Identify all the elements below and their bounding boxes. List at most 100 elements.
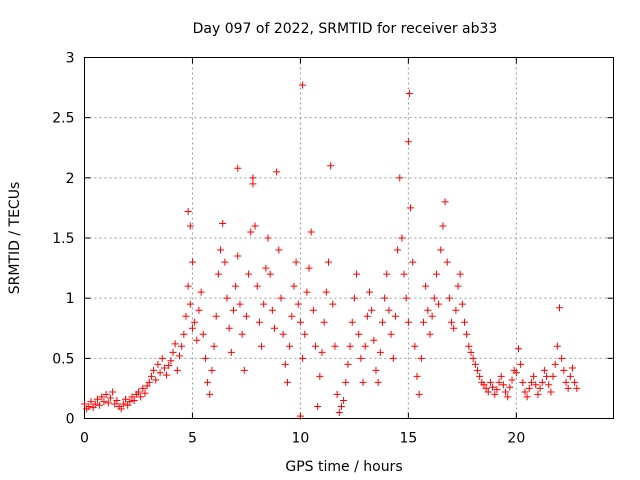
data-point <box>525 384 533 392</box>
data-point <box>134 388 142 396</box>
data-point <box>208 366 216 374</box>
data-point <box>359 378 367 386</box>
data-point <box>329 300 337 308</box>
data-point <box>482 384 490 392</box>
data-point <box>342 378 350 386</box>
data-point <box>221 258 229 266</box>
data-point <box>337 402 345 410</box>
data-point <box>486 378 494 386</box>
data-point <box>454 282 462 290</box>
data-point <box>331 342 339 350</box>
data-point <box>156 369 164 377</box>
data-point <box>445 294 453 302</box>
y-tick-label: 1 <box>66 291 75 307</box>
data-point <box>165 362 173 370</box>
x-tick-label: 20 <box>507 431 525 447</box>
data-point <box>499 381 507 389</box>
data-point <box>340 396 348 404</box>
data-point <box>247 228 255 236</box>
x-tick-label: 0 <box>80 431 89 447</box>
data-point <box>396 174 404 182</box>
data-point <box>394 246 402 254</box>
data-point <box>188 324 196 332</box>
data-point <box>314 402 322 410</box>
data-point <box>327 162 335 170</box>
data-point <box>441 198 449 206</box>
data-point <box>240 366 248 374</box>
data-point <box>322 288 330 296</box>
data-point <box>530 372 538 380</box>
data-point <box>227 348 235 356</box>
data-point <box>169 348 177 356</box>
data-point <box>294 300 302 308</box>
data-point <box>370 336 378 344</box>
data-point <box>519 378 527 386</box>
data-point <box>214 270 222 278</box>
data-point <box>299 81 307 89</box>
data-point <box>184 208 192 216</box>
x-tick-label: 5 <box>188 431 197 447</box>
data-point <box>404 318 412 326</box>
data-point <box>137 393 145 401</box>
data-point <box>223 294 231 302</box>
data-point <box>186 222 194 230</box>
data-point <box>372 366 380 374</box>
data-point <box>363 312 371 320</box>
data-point <box>91 400 99 408</box>
data-point <box>186 300 194 308</box>
data-point <box>361 342 369 350</box>
data-point <box>391 312 399 320</box>
data-point <box>303 288 311 296</box>
data-point <box>417 354 425 362</box>
data-point <box>232 282 240 290</box>
data-point <box>171 340 179 348</box>
data-point <box>366 288 374 296</box>
data-point <box>201 354 209 362</box>
data-point <box>318 348 326 356</box>
data-point <box>279 330 287 338</box>
data-point <box>100 398 108 406</box>
data-point <box>378 318 386 326</box>
data-point <box>173 366 181 374</box>
data-point <box>502 388 510 396</box>
data-point <box>448 318 456 326</box>
data-point <box>102 390 110 398</box>
data-point <box>188 258 196 266</box>
data-point <box>333 390 341 398</box>
data-point <box>493 386 501 394</box>
data-point <box>245 270 253 278</box>
data-point <box>249 174 257 182</box>
data-point <box>467 348 475 356</box>
data-point <box>89 404 97 412</box>
data-point <box>219 220 227 228</box>
data-point <box>439 222 447 230</box>
data-point <box>296 412 304 420</box>
data-point <box>353 270 361 278</box>
data-point <box>234 252 242 260</box>
data-point <box>253 282 261 290</box>
data-point <box>260 300 268 308</box>
data-point <box>437 246 445 254</box>
data-point <box>355 330 363 338</box>
data-point <box>407 204 415 212</box>
data-point <box>385 306 393 314</box>
data-point <box>277 294 285 302</box>
data-point <box>480 381 488 389</box>
data-point <box>229 306 237 314</box>
data-point <box>469 354 477 362</box>
data-point <box>540 366 548 374</box>
data-point <box>281 360 289 368</box>
data-point <box>506 383 514 391</box>
data-point <box>141 389 149 397</box>
data-point <box>251 222 259 230</box>
data-point <box>536 384 544 392</box>
y-tick-label: 2 <box>66 171 75 187</box>
data-point <box>471 360 479 368</box>
data-point <box>130 396 138 404</box>
data-point <box>514 345 522 353</box>
data-point <box>195 306 203 314</box>
data-point <box>316 372 324 380</box>
data-point <box>139 384 147 392</box>
data-point <box>357 354 365 362</box>
y-tick-label: 2.5 <box>52 111 74 127</box>
